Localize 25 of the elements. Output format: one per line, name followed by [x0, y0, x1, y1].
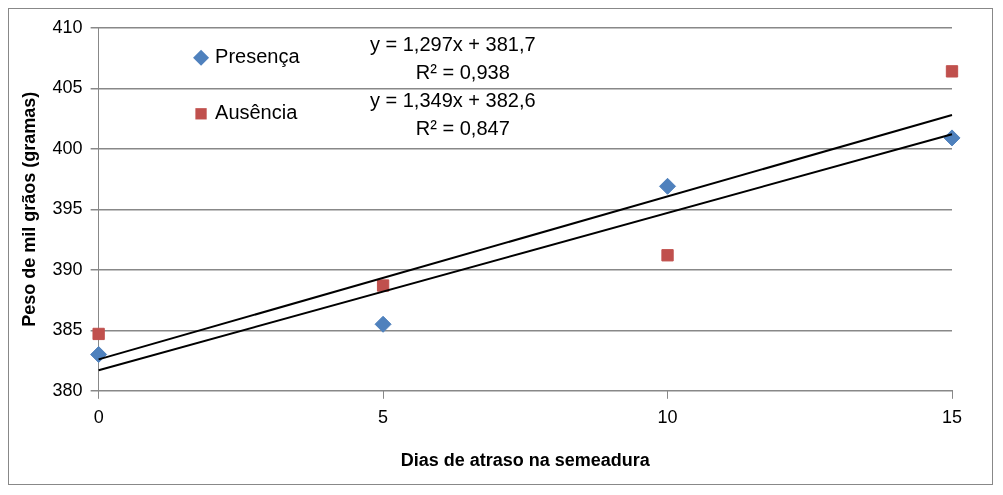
y-tick-label: 395: [52, 198, 83, 219]
y-tick-label: 405: [52, 77, 83, 98]
x-axis-title: Dias de atraso na semeadura: [400, 450, 651, 471]
annotation: R² = 0,847: [415, 117, 510, 140]
point: [374, 315, 392, 333]
x-tick-label: 10: [657, 406, 678, 427]
y-tick-label: 380: [52, 379, 83, 400]
y-tick-label: 410: [52, 16, 83, 37]
point: [945, 65, 959, 78]
x-tick-label: 15: [941, 406, 963, 427]
point: [90, 346, 108, 363]
annotation: y = 1,297x + 381,7: [369, 33, 536, 56]
legend-label: Ausência: [215, 101, 299, 124]
point: [661, 249, 674, 262]
y-axis-title: Peso de mil grãos (gramas): [18, 91, 39, 327]
y-tick-label: 390: [52, 258, 83, 279]
x-tick-label: 0: [93, 406, 104, 427]
point: [376, 279, 390, 292]
point: [659, 177, 677, 195]
annotation: y = 1,349x + 382,6: [369, 89, 536, 112]
y-tick-label: 385: [52, 319, 83, 340]
x-tick-label: 5: [378, 406, 389, 427]
annotation: R² = 0,938: [415, 61, 510, 84]
y-tick-label: 400: [52, 137, 83, 158]
legend-label: Presença: [215, 45, 301, 68]
